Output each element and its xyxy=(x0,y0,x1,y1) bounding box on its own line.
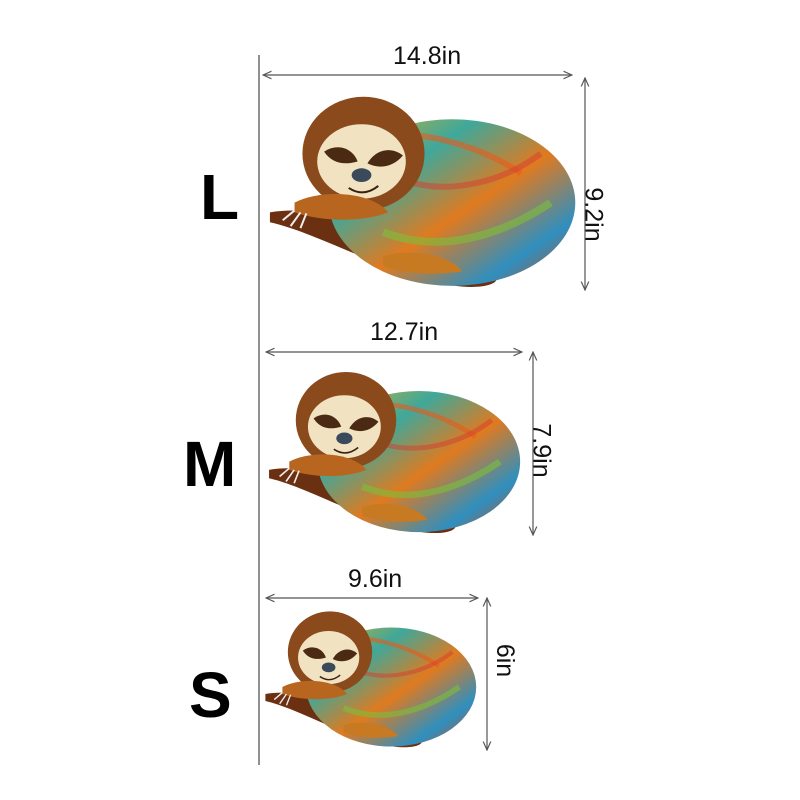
height-label-m: 7.9in xyxy=(527,423,556,478)
size-label-s: S xyxy=(189,659,232,731)
width-label-l: 14.8in xyxy=(393,42,462,70)
size-label-l: L xyxy=(200,161,240,233)
sloth-puzzle-image-s xyxy=(265,611,476,747)
sloth-puzzle-image-m xyxy=(269,372,520,533)
width-label-s: 9.6in xyxy=(348,565,403,593)
width-label-m: 12.7in xyxy=(370,318,439,346)
height-label-s: 6in xyxy=(491,643,520,678)
height-label-l: 9.2in xyxy=(579,187,608,242)
sloth-puzzle-image-l xyxy=(270,97,575,287)
size-label-m: M xyxy=(183,428,237,500)
